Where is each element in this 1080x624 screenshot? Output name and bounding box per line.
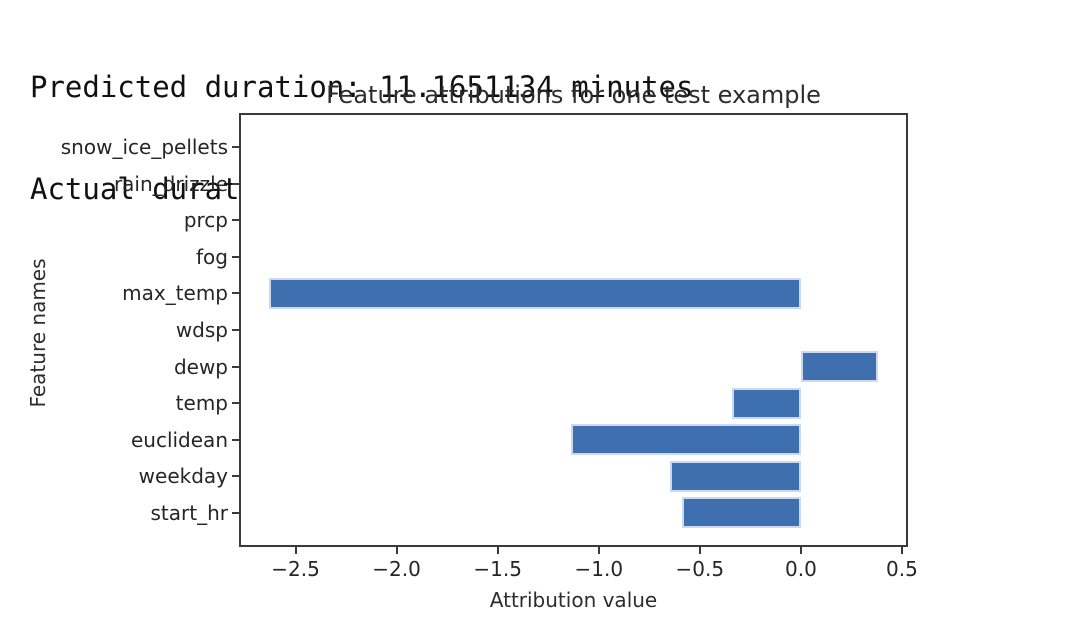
bar-start_hr (681, 497, 801, 529)
ytick-label-temp: temp (175, 391, 228, 416)
y-tick-mark (232, 146, 239, 149)
y-tick-mark (232, 219, 239, 222)
xtick-label: 0.0 (784, 557, 817, 581)
bar-dewp (800, 351, 878, 382)
ytick-label-euclidean: euclidean (130, 427, 228, 452)
x-tick-mark (900, 547, 903, 554)
x-tick-mark (395, 547, 398, 554)
stdout-line-predicted-duration: Predicted duration: 11.1651134 minutes (30, 70, 694, 104)
y-tick-mark (232, 182, 239, 185)
y-tick-mark (232, 365, 239, 368)
ytick-label-dewp: dewp (173, 354, 228, 379)
xtick-label: −0.5 (675, 557, 725, 581)
x-tick-mark (698, 547, 701, 554)
bar-temp (732, 387, 801, 419)
chart-title: Feature attributions for one test exampl… (326, 81, 821, 109)
xtick-label: −2.5 (271, 557, 320, 581)
xtick-label: −2.0 (372, 557, 421, 581)
ytick-label-start_hr: start_hr (150, 500, 228, 525)
bar-max_temp (269, 278, 801, 309)
ytick-label-fog: fog (196, 244, 228, 269)
bar-euclidean (570, 424, 801, 456)
x-tick-mark (597, 547, 600, 554)
ytick-label-weekday: weekday (138, 464, 228, 489)
xtick-label: −1.0 (574, 557, 624, 581)
x-axis-label: Attribution value (489, 588, 658, 612)
bar-weekday (669, 460, 801, 492)
y-tick-mark (232, 402, 239, 405)
y-tick-mark (232, 511, 239, 514)
y-tick-mark (232, 292, 239, 295)
ytick-label-rain_drizzle: rain_drizzle (113, 171, 228, 196)
ytick-label-snow_ice_pellets: snow_ice_pellets (60, 135, 228, 160)
ytick-label-wdsp: wdsp (175, 318, 228, 342)
x-tick-mark (496, 547, 499, 554)
xtick-label: −1.5 (473, 557, 522, 581)
y-tick-mark (232, 255, 239, 258)
ytick-label-prcp: prcp (183, 208, 228, 233)
ytick-label-max_temp: max_temp (122, 281, 228, 306)
y-tick-mark (232, 438, 239, 441)
y-tick-mark (232, 475, 239, 478)
y-tick-mark (232, 329, 239, 331)
xtick-label: 0.5 (885, 557, 918, 581)
x-tick-mark (294, 547, 297, 554)
plot-area (239, 113, 908, 547)
x-tick-mark (799, 547, 802, 554)
